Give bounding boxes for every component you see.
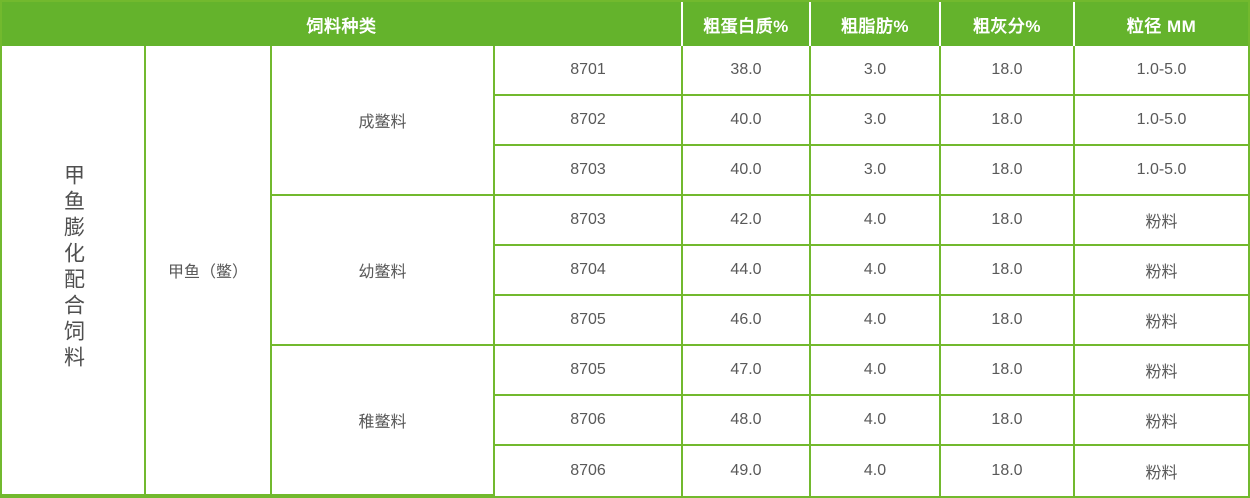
protein-cell: 47.0 [683,346,811,396]
protein-cell: 48.0 [683,396,811,446]
size-cell: 粉料 [1075,196,1248,246]
code-cell: 8701 [495,46,683,96]
protein-cell: 42.0 [683,196,811,246]
code-cell: 8702 [495,96,683,146]
protein-cell: 40.0 [683,96,811,146]
size-cell: 粉料 [1075,246,1248,296]
fat-cell: 3.0 [811,146,941,196]
ash-cell: 18.0 [941,146,1075,196]
header-crude-protein: 粗蛋白质% [683,2,811,46]
code-cell: 8706 [495,396,683,446]
ash-cell: 18.0 [941,246,1075,296]
protein-cell: 44.0 [683,246,811,296]
fat-cell: 4.0 [811,246,941,296]
fat-cell: 4.0 [811,346,941,396]
size-cell: 粉料 [1075,346,1248,396]
code-cell: 8703 [495,146,683,196]
code-cell: 8703 [495,196,683,246]
category-vertical-label: 甲鱼膨化配合饲料 [61,163,85,372]
size-cell: 粉料 [1075,446,1248,496]
size-cell: 1.0-5.0 [1075,96,1248,146]
table-row: 稚鳖料 8705 47.0 4.0 18.0 粉料 [2,346,1248,496]
header-crude-ash: 粗灰分% [941,2,1075,46]
header-row: 饲料种类 粗蛋白质% 粗脂肪% 粗灰分% 粒径 MM [2,2,1248,46]
table-row: 8704 44.0 4.0 18.0 粉料 [2,246,1248,296]
size-cell: 粉料 [1075,396,1248,446]
group-cell-juvenile: 幼鳖料 [272,196,495,346]
table-row: 8706 49.0 4.0 18.0 粉料 [2,446,1248,496]
species-cell: 甲鱼（鳖） [146,46,272,496]
code-cell: 8706 [495,446,683,496]
protein-cell: 40.0 [683,146,811,196]
fat-cell: 4.0 [811,296,941,346]
ash-cell: 18.0 [941,96,1075,146]
size-cell: 粉料 [1075,296,1248,346]
table-row: 甲鱼膨化配合饲料 甲鱼（鳖） 成鳖料 8701 38.0 3.0 18.0 1.… [2,46,1248,496]
table-row: 8706 48.0 4.0 18.0 粉料 [2,396,1248,446]
header-particle-size: 粒径 MM [1075,2,1248,46]
category-cell: 甲鱼膨化配合饲料 [2,46,146,496]
size-cell: 1.0-5.0 [1075,46,1248,96]
ash-cell: 18.0 [941,346,1075,396]
table-row: 8703 40.0 3.0 18.0 1.0-5.0 [2,146,1248,196]
table-row: 8702 40.0 3.0 18.0 1.0-5.0 [2,96,1248,146]
ash-cell: 18.0 [941,446,1075,496]
code-cell: 8705 [495,346,683,396]
protein-cell: 38.0 [683,46,811,96]
fat-cell: 4.0 [811,196,941,246]
fat-cell: 4.0 [811,396,941,446]
ash-cell: 18.0 [941,196,1075,246]
ash-cell: 18.0 [941,296,1075,346]
fat-cell: 3.0 [811,96,941,146]
group-cell-adult: 成鳖料 [272,46,495,196]
header-feed-type: 饲料种类 [2,2,683,46]
fat-cell: 4.0 [811,446,941,496]
table-row: 幼鳖料 8703 42.0 4.0 18.0 粉料 [2,196,1248,346]
protein-cell: 46.0 [683,296,811,346]
protein-cell: 49.0 [683,446,811,496]
header-crude-fat: 粗脂肪% [811,2,941,46]
ash-cell: 18.0 [941,396,1075,446]
code-cell: 8705 [495,296,683,346]
size-cell: 1.0-5.0 [1075,146,1248,196]
group-cell-hatchling: 稚鳖料 [272,346,495,496]
table-row: 8705 46.0 4.0 18.0 粉料 [2,296,1248,346]
code-cell: 8704 [495,246,683,296]
fat-cell: 3.0 [811,46,941,96]
ash-cell: 18.0 [941,46,1075,96]
